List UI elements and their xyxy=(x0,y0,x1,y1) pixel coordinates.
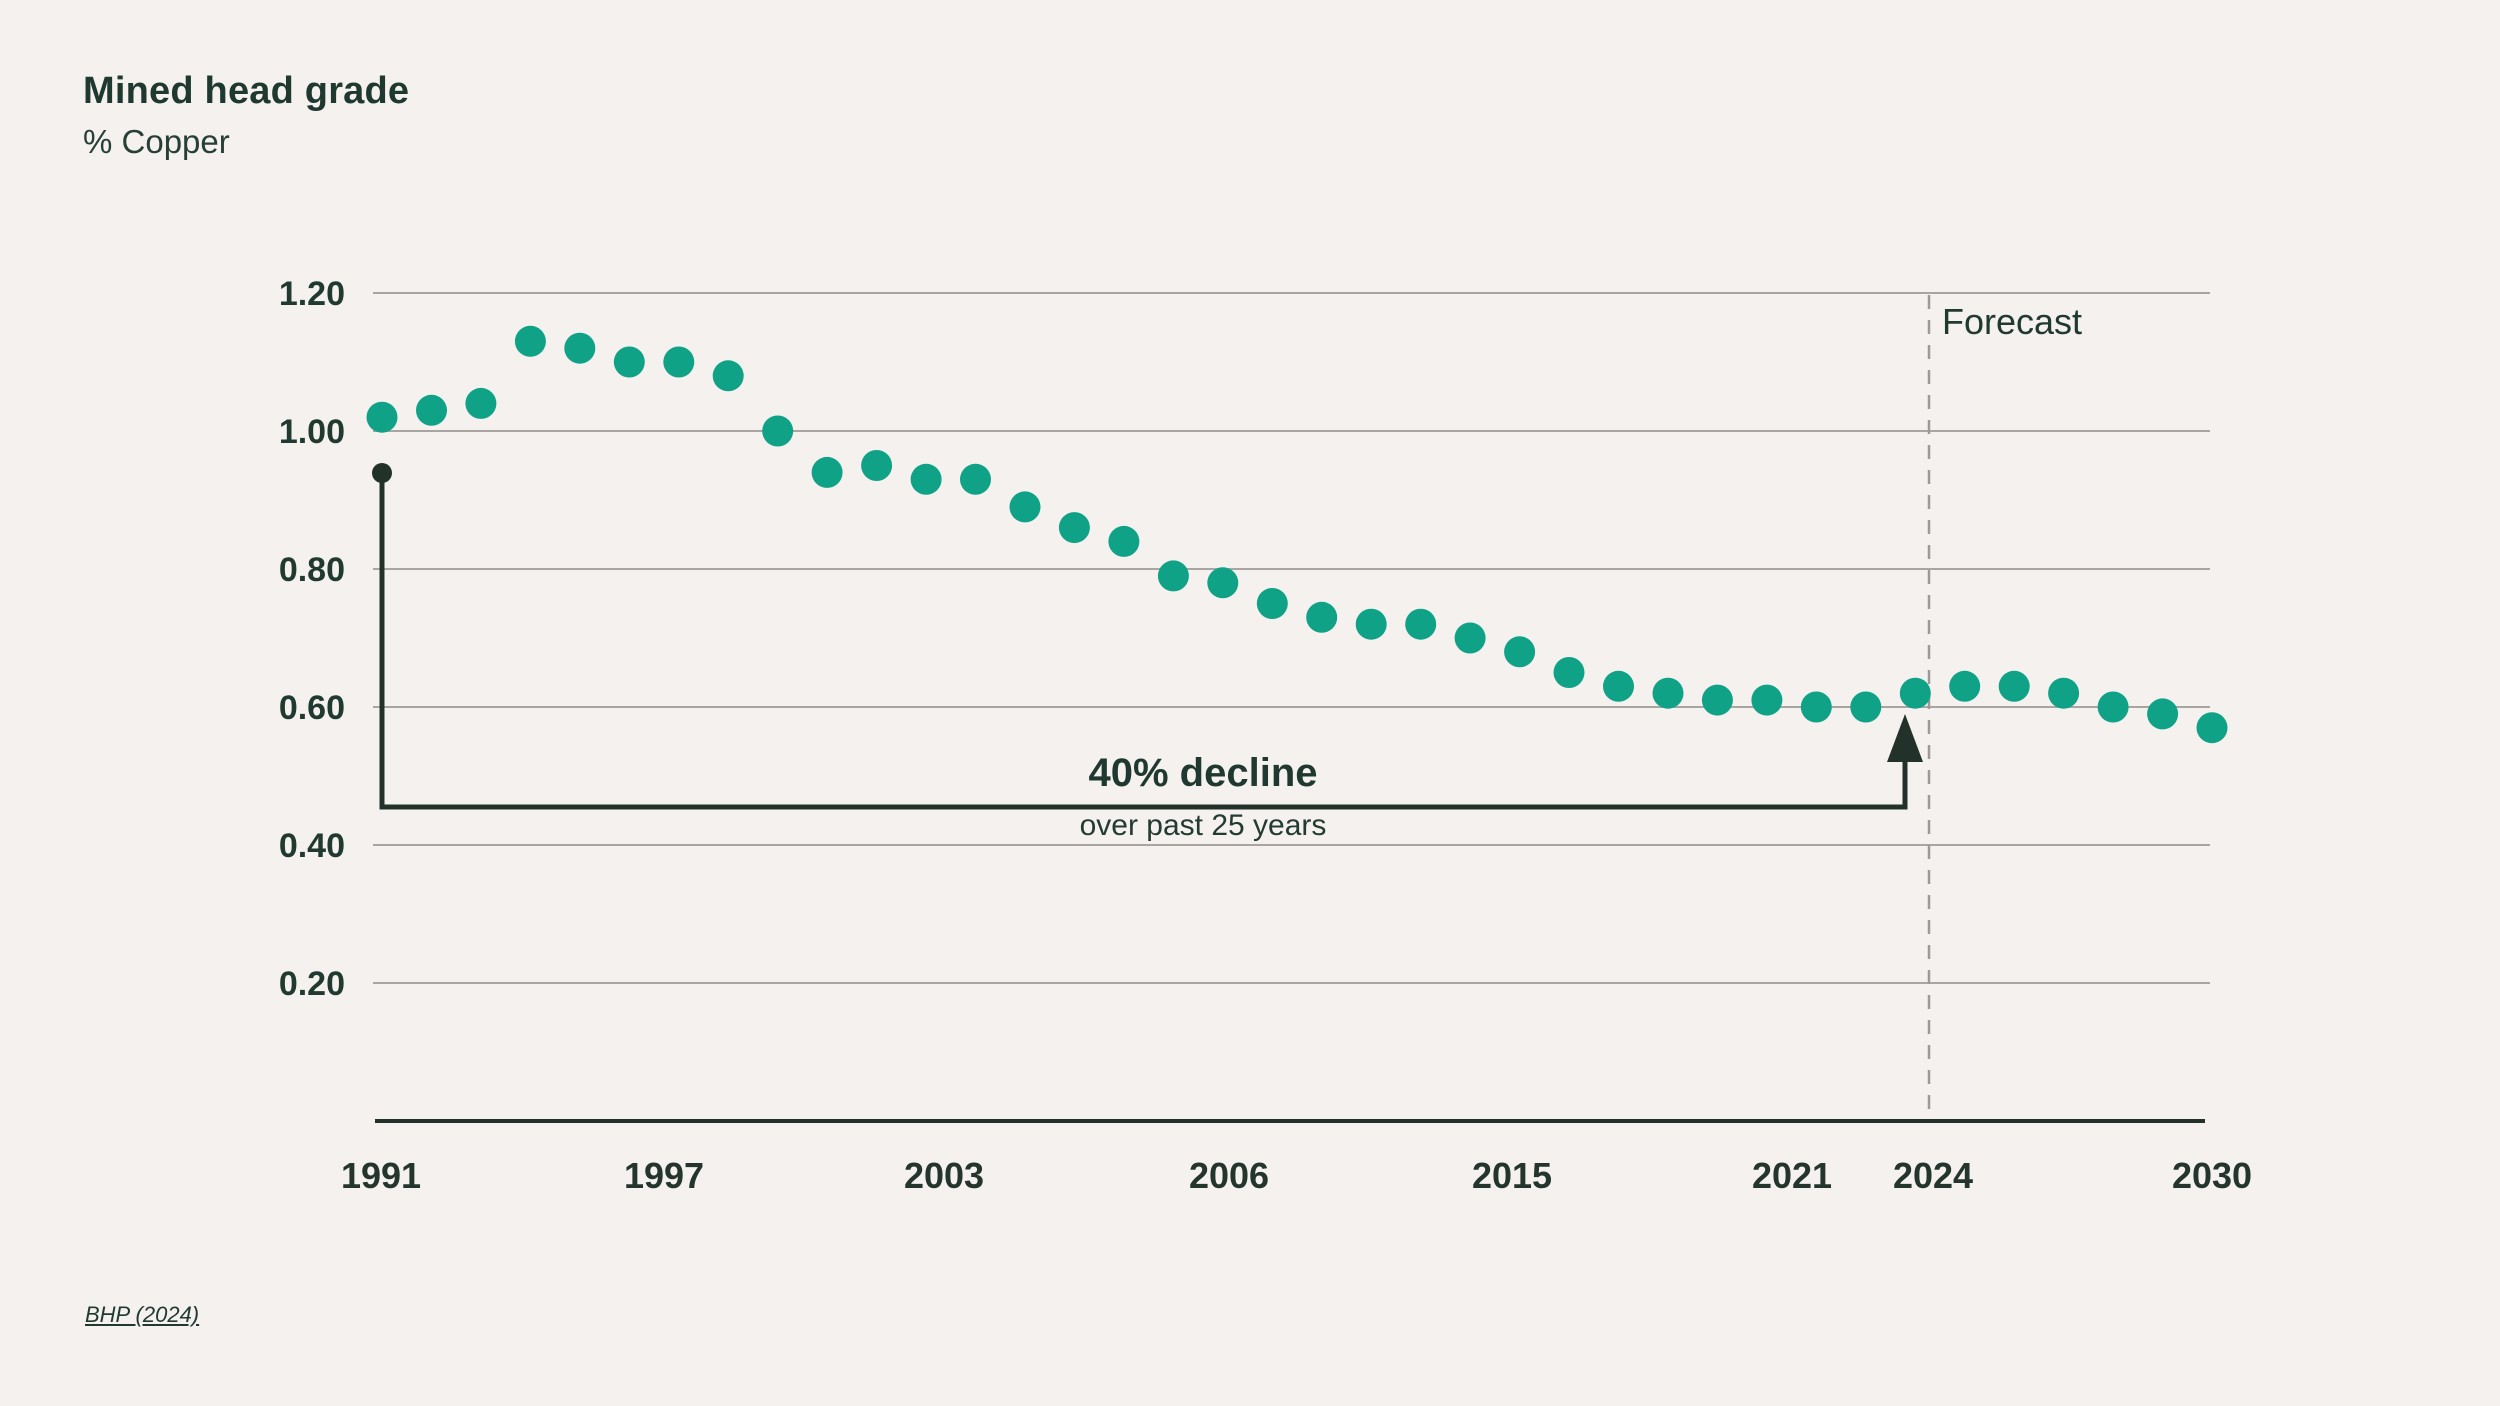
data-point xyxy=(663,346,695,378)
data-point xyxy=(811,456,843,488)
annotation-headline: 40% decline xyxy=(1088,751,1318,795)
data-point-forecast xyxy=(2097,691,2129,723)
data-point xyxy=(1701,684,1733,716)
data-point xyxy=(1108,525,1140,557)
data-point xyxy=(1504,636,1536,668)
chart-header: Mined head grade % Copper xyxy=(83,70,409,161)
data-point xyxy=(416,394,447,426)
y-tick-label: 0.20 xyxy=(279,965,345,1003)
annotation-subtext: over past 25 years xyxy=(1079,809,1327,842)
data-point xyxy=(613,346,645,378)
x-tick-label: 1997 xyxy=(624,1155,704,1196)
x-tick-label: 1991 xyxy=(341,1155,421,1196)
x-tick-label: 2003 xyxy=(904,1155,984,1196)
data-point xyxy=(1306,601,1338,633)
data-point-forecast xyxy=(1949,670,1981,702)
data-point xyxy=(514,325,546,357)
data-point xyxy=(1157,560,1189,592)
y-tick-label: 1.00 xyxy=(279,413,345,451)
data-point xyxy=(1603,670,1634,702)
data-point xyxy=(1405,608,1437,640)
x-tick-label: 2015 xyxy=(1472,1155,1552,1196)
decline-annotation-group xyxy=(372,463,1923,810)
data-point xyxy=(1009,491,1041,523)
data-point xyxy=(1355,608,1387,640)
data-points-group xyxy=(366,325,2228,744)
data-point xyxy=(465,387,497,419)
y-tick-label: 0.40 xyxy=(279,827,345,865)
y-tick-labels-group: 1.20 1.00 0.80 0.60 0.40 0.20 xyxy=(279,275,345,1003)
data-point xyxy=(1800,691,1832,723)
chart-unit-subtitle: % Copper xyxy=(83,123,230,160)
annotation-arrow-head xyxy=(1887,714,1923,762)
y-tick-label: 0.60 xyxy=(279,689,345,727)
data-point xyxy=(1256,588,1288,619)
forecast-label: Forecast xyxy=(1942,301,2083,342)
data-point xyxy=(1850,691,1882,723)
page-title: Mined head grade xyxy=(83,70,410,112)
data-point xyxy=(861,450,893,481)
gridlines-group xyxy=(373,292,2210,984)
data-point xyxy=(960,463,991,495)
source-link[interactable]: BHP (2024) xyxy=(85,1302,200,1327)
data-point xyxy=(1553,657,1585,688)
x-tick-label: 2021 xyxy=(1752,1155,1832,1196)
x-tick-label: 2006 xyxy=(1189,1155,1269,1196)
data-point xyxy=(1058,512,1090,544)
data-point-forecast xyxy=(2196,712,2228,744)
data-point xyxy=(1454,622,1486,654)
data-point xyxy=(1652,677,1684,709)
y-tick-label: 0.80 xyxy=(279,551,345,589)
data-point xyxy=(712,360,744,392)
x-tick-label: 2024 xyxy=(1893,1155,1973,1196)
data-point-forecast xyxy=(2147,698,2179,730)
data-point xyxy=(1207,567,1239,599)
data-point-forecast xyxy=(1998,670,2030,702)
data-point-forecast xyxy=(2048,677,2080,709)
data-point xyxy=(1899,677,1931,709)
x-tick-labels-group: 1991 1997 2003 2006 2015 2021 2024 2030 xyxy=(341,1155,2252,1196)
y-tick-label: 1.20 xyxy=(279,275,345,313)
x-tick-label: 2030 xyxy=(2172,1155,2252,1196)
data-point xyxy=(910,463,942,495)
data-point xyxy=(564,332,596,364)
data-point xyxy=(366,401,398,433)
data-point xyxy=(762,415,794,447)
data-point xyxy=(1751,684,1783,716)
